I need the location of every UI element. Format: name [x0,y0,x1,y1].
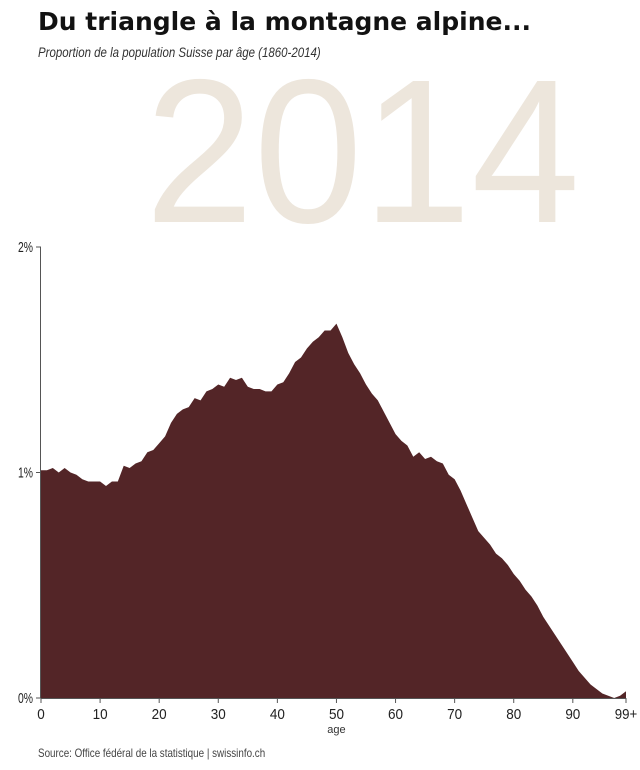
plot-area [41,323,626,698]
x-axis-title: age [327,724,345,736]
y-tick-label: 0% [18,690,33,707]
x-tick-label: 0 [37,706,45,723]
year-watermark-layer: 2014 [145,37,580,240]
chart-subtitle: Proportion de la population Suisse par â… [38,44,321,60]
x-tick-label: 90 [565,706,580,723]
x-tick-label: 60 [388,706,403,723]
x-tick-label: 80 [506,706,521,723]
x-tick-label: 40 [270,706,285,723]
y-tick-label: 1% [18,465,33,482]
axes: 0% 1% 2% 0 10 20 30 40 50 60 70 80 90 99+ [18,239,637,723]
year-watermark: 2014 [145,37,580,240]
chart-title: Du triangle à la montagne alpine... [38,7,531,36]
x-tick-label: 70 [447,706,462,723]
x-tick-label: 99+ [615,706,638,723]
x-tick-label: 50 [329,706,344,723]
population-area-chart: 0% 1% 2% 0 10 20 30 40 50 60 70 80 90 99+ age [18,239,637,736]
source-note: Source: Office fédéral de la statistique… [38,746,266,760]
x-tick-label: 30 [211,706,226,723]
x-tick-label: 20 [152,706,167,723]
x-tick-label: 10 [93,706,108,723]
y-tick-label: 2% [18,239,33,256]
population-area [41,323,626,698]
